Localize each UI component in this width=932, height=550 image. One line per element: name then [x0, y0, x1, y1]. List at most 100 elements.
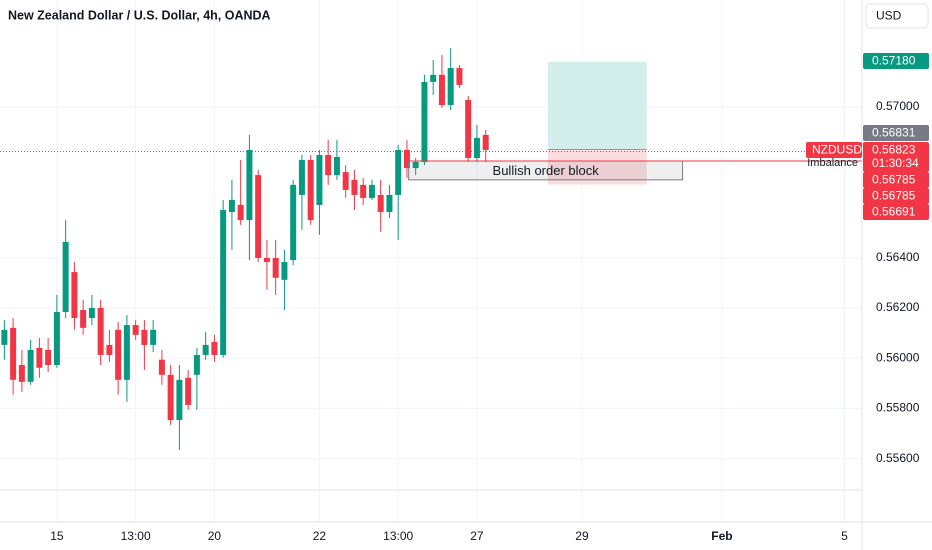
candle-body: [298, 160, 305, 195]
price-badge: [863, 172, 929, 188]
candle-body: [193, 354, 200, 375]
candle-body: [342, 172, 349, 190]
candle-body: [360, 184, 367, 198]
candle-body: [220, 210, 227, 355]
currency[interactable]: USD: [876, 9, 902, 23]
price-badge: [863, 188, 929, 204]
candle-body: [97, 307, 104, 355]
position-loss-zone: [547, 149, 647, 185]
x-tick-label: 22: [313, 529, 327, 543]
countdown-label: 01:30:34: [872, 156, 919, 170]
axes: 0.55600 0.55800 0.56000 0.56200 0.56400 0.570…: [50, 53, 929, 543]
candle-body: [447, 68, 454, 106]
price-badge-label: 0.56785: [872, 173, 916, 187]
candle-body: [202, 344, 209, 355]
candle-body: [246, 149, 253, 221]
x-tick-label: 15: [50, 529, 64, 543]
candle-body: [333, 157, 340, 176]
candle-body: [18, 364, 25, 382]
candle-body: [176, 379, 183, 421]
candle-body: [482, 134, 489, 150]
candle-body: [438, 74, 445, 106]
candle-body: [211, 341, 218, 355]
y-tick-label: 0.55800: [876, 401, 920, 415]
candle-body: [132, 325, 139, 335]
currency-button[interactable]: [865, 3, 929, 29]
candle-body: [167, 374, 174, 421]
candle-body: [281, 262, 288, 280]
imbalance-label: Imbalance: [807, 157, 858, 169]
y-tick-label: 0.56200: [876, 300, 920, 314]
candles: [1, 47, 489, 450]
candle-body: [27, 349, 34, 382]
candle-body: [71, 272, 78, 319]
y-tick-label: 0.56000: [876, 350, 920, 364]
position-profit-zone: [547, 61, 647, 150]
candle-body: [106, 344, 113, 355]
candle-body: [263, 257, 270, 263]
price-badge-label: 0.56691: [872, 205, 916, 219]
candle-body: [10, 327, 17, 380]
candle-body: [412, 162, 419, 169]
candle-body: [123, 325, 130, 380]
x-tick-label: 13:00: [121, 529, 151, 543]
candle-body: [237, 204, 244, 221]
candle-body: [386, 194, 393, 213]
price-badge-label: 0.56785: [872, 189, 916, 203]
candle-body: [150, 329, 157, 345]
price-badge: [863, 53, 929, 69]
candle-body: [351, 179, 358, 195]
candle-body: [62, 241, 69, 312]
symbol-badge: [806, 142, 862, 158]
candle-body: [158, 359, 165, 375]
candle-body: [228, 199, 235, 213]
x-tick-label: Feb: [711, 529, 732, 543]
x-tick-label: 5: [841, 529, 848, 543]
candle-body: [1, 329, 8, 345]
drawings: [0, 61, 862, 185]
candle-body: [185, 377, 192, 405]
candle-body: [465, 99, 472, 159]
chart-title: New Zealand Dollar / U.S. Dollar, 4h, OA…: [8, 8, 271, 22]
x-tick-label: 13:00: [383, 529, 413, 543]
symbol-label: NZDUSD: [812, 143, 862, 157]
candle-body: [456, 68, 463, 85]
grid: [0, 0, 862, 522]
x-tick-label: 20: [208, 529, 222, 543]
candle-body: [80, 309, 87, 328]
candle-body: [45, 349, 52, 365]
candle-body: [395, 149, 402, 195]
y-tick-label: 0.57000: [876, 99, 920, 113]
last-price-label: 0.56823: [872, 143, 916, 157]
last-price-badge: [863, 142, 929, 172]
y-tick-label: 0.55600: [876, 451, 920, 465]
candle-body: [403, 149, 410, 169]
price-badge: [863, 204, 929, 220]
candle-body: [115, 329, 122, 380]
price-badge-label: 0.56831: [872, 126, 916, 140]
y-tick-label: 0.56400: [876, 250, 920, 264]
order-block-label: Bullish order block: [493, 163, 600, 178]
candle-body: [316, 154, 323, 205]
candle-body: [88, 307, 95, 319]
x-tick-label: 27: [470, 529, 484, 543]
price-badge: [863, 125, 929, 141]
price-badge-label: 0.57180: [872, 54, 916, 68]
candle-body: [290, 184, 297, 260]
overlay: Bullish order block Imbalance: [408, 157, 862, 181]
candle-body: [53, 311, 60, 365]
candle-body: [272, 257, 279, 278]
candle-body: [421, 81, 428, 163]
x-tick-label: 29: [575, 529, 589, 543]
candle-body: [368, 184, 375, 198]
candle-body: [377, 194, 384, 213]
candle-body: [255, 175, 262, 258]
candle-body: [141, 329, 148, 345]
candle-body: [36, 347, 43, 368]
candle-body: [430, 74, 437, 82]
candle-body: [473, 137, 480, 159]
candle-body: [307, 160, 314, 221]
